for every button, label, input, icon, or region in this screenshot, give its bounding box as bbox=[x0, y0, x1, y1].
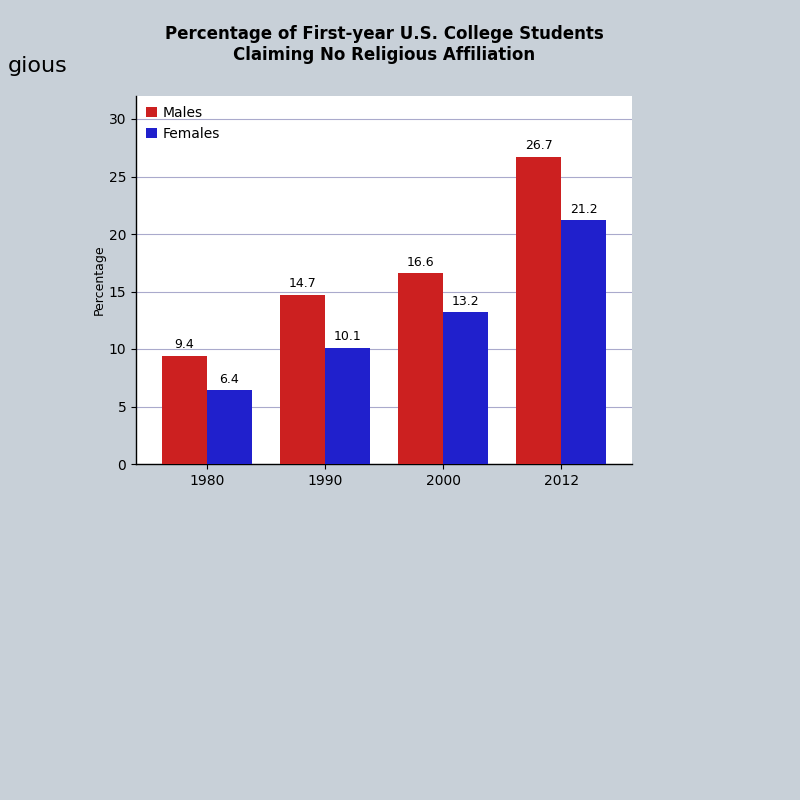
Bar bbox=[398, 273, 443, 464]
Bar bbox=[325, 348, 370, 464]
Text: 9.4: 9.4 bbox=[174, 338, 194, 351]
Bar bbox=[207, 390, 252, 464]
Text: 10.1: 10.1 bbox=[334, 330, 362, 343]
Bar bbox=[280, 295, 325, 464]
Text: 13.2: 13.2 bbox=[452, 294, 479, 308]
Bar bbox=[561, 220, 606, 464]
Bar bbox=[162, 356, 207, 464]
Legend: Males, Females: Males, Females bbox=[143, 103, 222, 143]
Text: 6.4: 6.4 bbox=[219, 373, 239, 386]
Text: 14.7: 14.7 bbox=[289, 278, 316, 290]
Text: 16.6: 16.6 bbox=[406, 255, 434, 269]
Text: 26.7: 26.7 bbox=[525, 139, 553, 152]
Bar bbox=[516, 157, 561, 464]
Text: Percentage of First-year U.S. College Students
Claiming No Religious Affiliation: Percentage of First-year U.S. College St… bbox=[165, 26, 603, 64]
Text: gious: gious bbox=[8, 56, 68, 76]
Y-axis label: Percentage: Percentage bbox=[93, 245, 106, 315]
Bar bbox=[443, 312, 488, 464]
Text: 21.2: 21.2 bbox=[570, 202, 598, 215]
